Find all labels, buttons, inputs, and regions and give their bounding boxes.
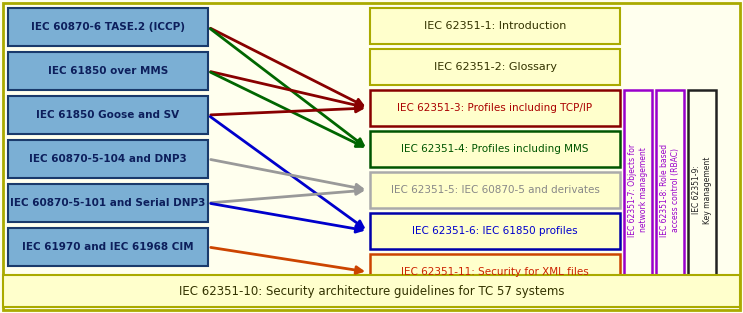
Bar — [624, 90, 652, 290]
Bar — [656, 90, 684, 290]
Text: IEC 60870-5-101 and Serial DNP3: IEC 60870-5-101 and Serial DNP3 — [10, 198, 206, 208]
Text: IEC 62351-1: Introduction: IEC 62351-1: Introduction — [424, 21, 566, 31]
Text: IEC 62351-5: IEC 60870-5 and derivates: IEC 62351-5: IEC 60870-5 and derivates — [391, 185, 600, 195]
Bar — [8, 184, 208, 222]
Text: IEC 62351-10: Security architecture guidelines for TC 57 systems: IEC 62351-10: Security architecture guid… — [179, 285, 564, 297]
Bar — [688, 90, 716, 290]
Text: IEC 62351-2: Glossary: IEC 62351-2: Glossary — [433, 62, 557, 72]
Bar — [8, 8, 208, 46]
Bar — [370, 90, 620, 126]
Text: IEC 62351-4: Profiles including MMS: IEC 62351-4: Profiles including MMS — [401, 144, 588, 154]
Bar — [3, 275, 740, 307]
Text: IEC 62351-7: Objects for
network management: IEC 62351-7: Objects for network managem… — [628, 143, 648, 237]
Text: IEC 62351-3: Profiles including TCP/IP: IEC 62351-3: Profiles including TCP/IP — [398, 103, 593, 113]
Text: IEC 62351-8: Role based
access control (RBAC): IEC 62351-8: Role based access control (… — [660, 143, 680, 237]
Bar — [370, 131, 620, 167]
Bar — [8, 52, 208, 90]
Text: IEC 60870-5-104 and DNP3: IEC 60870-5-104 and DNP3 — [29, 154, 187, 164]
Bar — [8, 228, 208, 266]
Bar — [370, 172, 620, 208]
Bar — [370, 8, 620, 44]
Text: IEC 62351-6: IEC 61850 profiles: IEC 62351-6: IEC 61850 profiles — [412, 226, 578, 236]
Text: IEC 62351-11: Security for XML files: IEC 62351-11: Security for XML files — [401, 267, 589, 277]
Text: IEC 61970 and IEC 61968 CIM: IEC 61970 and IEC 61968 CIM — [22, 242, 194, 252]
Text: IEC 62351-9:
Key management: IEC 62351-9: Key management — [692, 156, 712, 224]
Bar — [370, 213, 620, 249]
Bar — [8, 96, 208, 134]
Text: IEC 61850 Goose and SV: IEC 61850 Goose and SV — [36, 110, 180, 120]
Bar — [370, 49, 620, 85]
Text: IEC 60870-6 TASE.2 (ICCP): IEC 60870-6 TASE.2 (ICCP) — [31, 22, 185, 32]
Text: IEC 61850 over MMS: IEC 61850 over MMS — [48, 66, 168, 76]
Bar — [370, 254, 620, 290]
Bar — [8, 140, 208, 178]
